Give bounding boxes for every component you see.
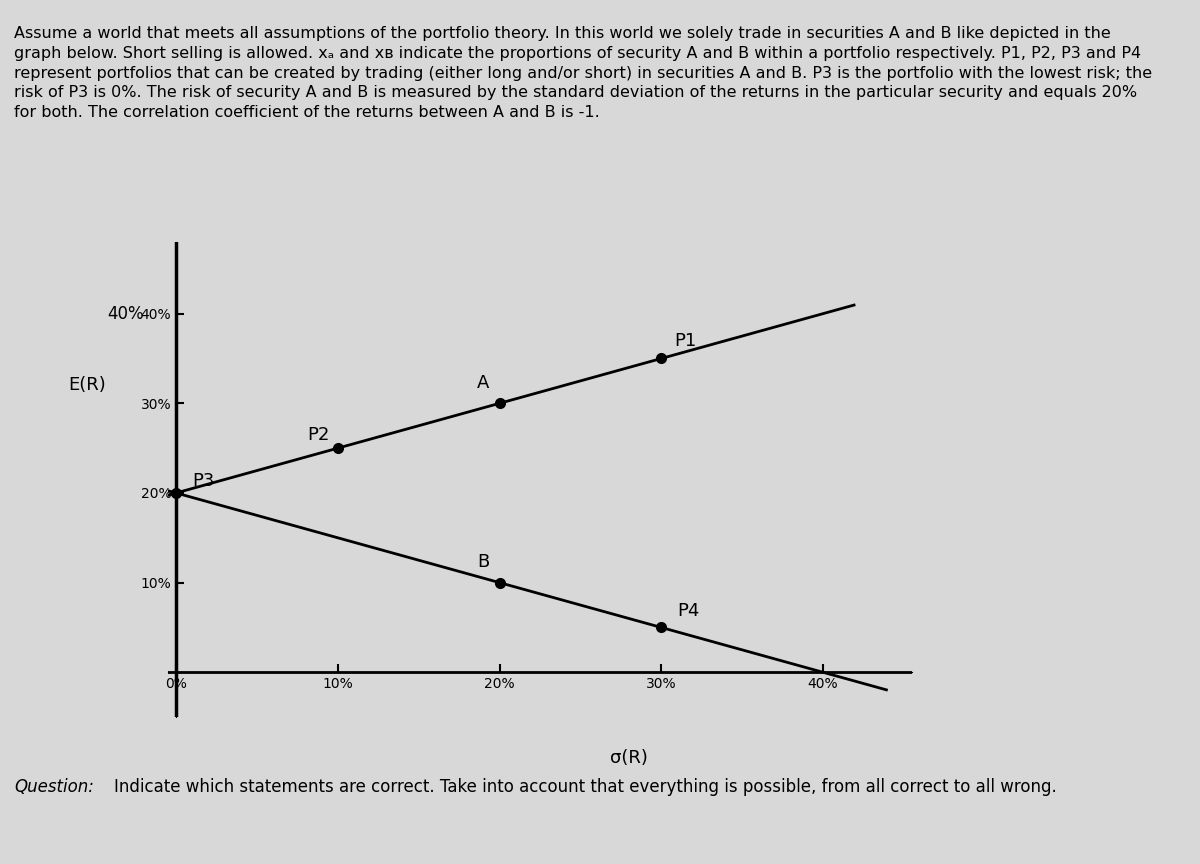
Text: Question:: Question: xyxy=(14,778,95,796)
Text: B: B xyxy=(478,553,490,571)
Text: P3: P3 xyxy=(192,473,215,490)
Text: P1: P1 xyxy=(674,332,696,350)
Text: 40%: 40% xyxy=(107,305,144,322)
Text: A: A xyxy=(478,373,490,391)
Text: σ(R): σ(R) xyxy=(610,748,648,766)
Text: Indicate which statements are correct. Take into account that everything is poss: Indicate which statements are correct. T… xyxy=(114,778,1057,796)
Text: E(R): E(R) xyxy=(68,377,106,394)
Text: P4: P4 xyxy=(678,602,700,620)
Text: P2: P2 xyxy=(307,426,330,443)
Text: Assume a world that meets all assumptions of the portfolio theory. In this world: Assume a world that meets all assumption… xyxy=(14,26,1152,120)
